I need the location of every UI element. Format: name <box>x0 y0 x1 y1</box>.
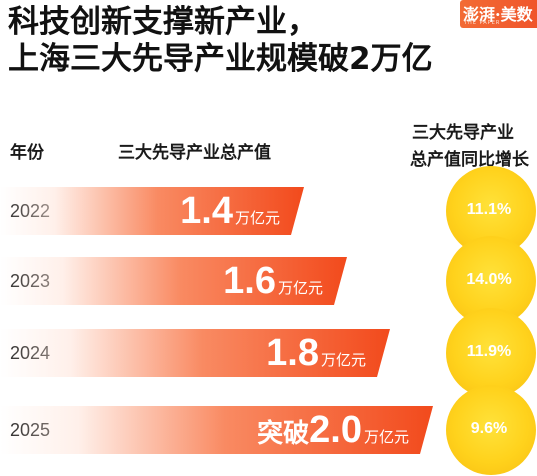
chart-title-line1: 科技创新支撑新产业， <box>8 4 318 40</box>
column-header-growth-line1: 三大先导产业 <box>412 123 514 143</box>
bar-2022: 1.4 万亿元 <box>0 187 304 235</box>
bar-value-unit: 万亿元 <box>320 351 366 369</box>
bar-2025: 突破2.0 万亿元 <box>0 406 433 454</box>
bar-value-unit: 万亿元 <box>234 209 280 227</box>
bar-value-number: 1.4 <box>180 190 233 232</box>
growth-label-2024: 11.9% <box>466 343 512 360</box>
growth-circle-2024 <box>446 308 536 398</box>
growth-label-2022: 11.1% <box>466 201 512 218</box>
growth-label-2025: 9.6% <box>470 420 508 437</box>
bar-value-number: 1.6 <box>223 260 276 302</box>
logo-subtext: THE PAPER <box>464 20 501 26</box>
bar-value-number: 2.0 <box>309 409 362 451</box>
bar-value-label-2024: 1.8 万亿元 <box>266 334 366 372</box>
bar-value-number: 1.8 <box>266 332 319 374</box>
column-header-growth-line2: 总产值同比增长 <box>410 150 529 170</box>
bar-2023: 1.6 万亿元 <box>0 257 347 305</box>
bar-2024: 1.8 万亿元 <box>0 329 390 377</box>
bar-value-label-2022: 1.4 万亿元 <box>180 192 280 230</box>
bar-value-label-2025: 突破2.0 万亿元 <box>257 411 409 449</box>
the-paper-logo: 澎湃·美数 THE PAPER <box>460 0 537 28</box>
bar-value-unit: 万亿元 <box>277 279 323 297</box>
logo-text: 澎湃·美数 <box>463 5 533 24</box>
bar-value-label-2023: 1.6 万亿元 <box>223 262 323 300</box>
chart-title-line2: 上海三大先导产业规模破2万亿 <box>8 41 433 77</box>
column-header-output: 三大先导产业总产值 <box>118 143 271 163</box>
bar-value-prefix: 突破 <box>257 419 310 449</box>
growth-label-2023: 14.0% <box>466 271 512 288</box>
growth-circle-2025 <box>446 385 536 475</box>
column-header-year: 年份 <box>10 143 44 163</box>
bar-value-unit: 万亿元 <box>363 428 409 446</box>
